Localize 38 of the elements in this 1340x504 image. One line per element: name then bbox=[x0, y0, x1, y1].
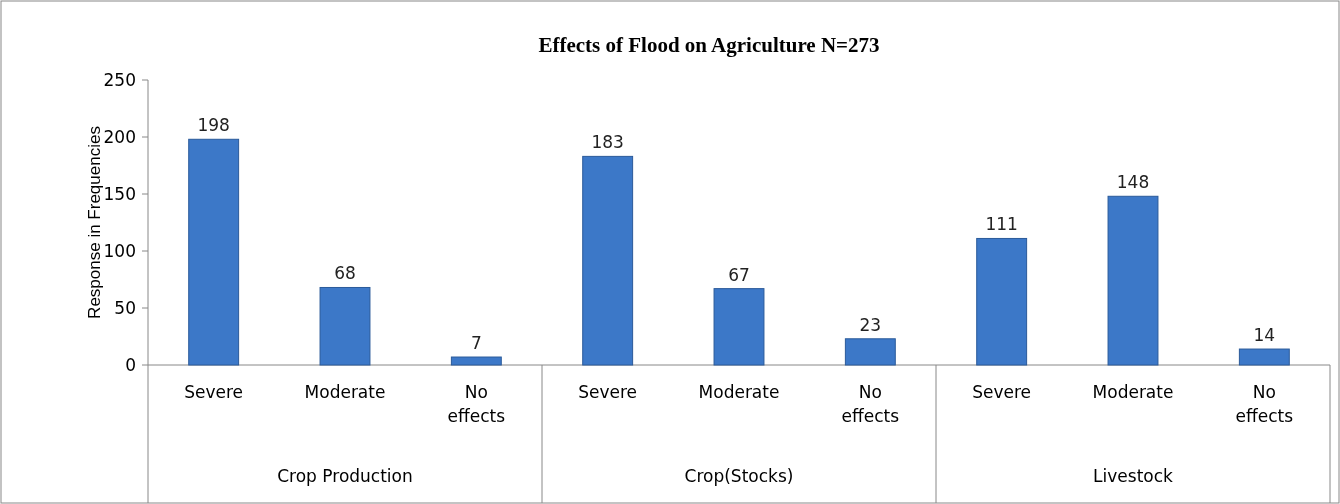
bar bbox=[450, 356, 502, 366]
text: Crop(Stocks) bbox=[684, 466, 794, 486]
x-tick-label: Severe bbox=[578, 382, 638, 402]
data-label: 23 bbox=[859, 314, 882, 335]
bar bbox=[319, 286, 371, 366]
x-tick-label: Severe bbox=[184, 382, 244, 402]
x-tick-label: No effects bbox=[841, 382, 900, 426]
bar bbox=[713, 288, 765, 366]
x-tick-label: No effects bbox=[447, 382, 506, 426]
chart-title: Effects of Flood on Agriculture N=273 bbox=[538, 33, 880, 57]
y-tick-label: 0 bbox=[125, 354, 136, 375]
data-label: 68 bbox=[334, 263, 356, 284]
x-tick-label: Moderate bbox=[304, 382, 386, 402]
x-tick-label: Severe bbox=[972, 382, 1032, 402]
bar bbox=[976, 237, 1028, 366]
data-label: 67 bbox=[728, 264, 750, 285]
y-tick-label: 150 bbox=[103, 183, 136, 204]
y-axis-title: Response in Frequencies bbox=[85, 126, 104, 319]
y-tick-label: 250 bbox=[103, 69, 136, 90]
x-tick-label: Moderate bbox=[1092, 382, 1174, 402]
bar bbox=[1238, 348, 1290, 366]
text: Crop Production bbox=[277, 466, 413, 486]
bar bbox=[188, 138, 240, 366]
bar bbox=[844, 338, 896, 366]
data-label: 198 bbox=[197, 115, 230, 136]
data-label: 111 bbox=[985, 214, 1018, 235]
bar bbox=[582, 155, 634, 366]
text: Livestock bbox=[1093, 466, 1174, 486]
x-tick-label: Moderate bbox=[698, 382, 780, 402]
y-tick-label: 200 bbox=[103, 126, 136, 147]
data-label: 7 bbox=[470, 333, 482, 354]
y-tick-label: 100 bbox=[103, 240, 136, 261]
data-label: 14 bbox=[1253, 325, 1276, 346]
data-label: 183 bbox=[591, 132, 624, 153]
x-tick-label: No effects bbox=[1235, 382, 1294, 426]
bar bbox=[1107, 195, 1159, 366]
y-tick-label: 50 bbox=[114, 297, 136, 318]
data-label: 148 bbox=[1116, 172, 1150, 193]
